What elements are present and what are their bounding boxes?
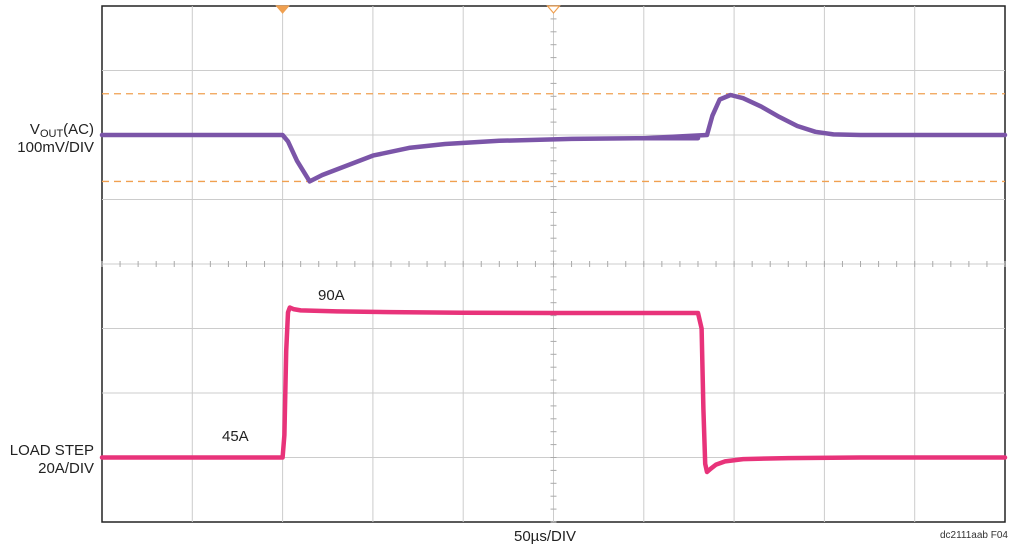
figure-id: dc2111aab F04 [939, 530, 1008, 541]
x-axis-label: 50µs/DIV [514, 528, 576, 545]
vout-channel-label: VOUT(AC) 100mV/DIV [0, 121, 94, 157]
trigger-marker [275, 5, 290, 14]
load-scale-label: 20A/DIV [38, 460, 94, 477]
vout-label-subscript: OUT [39, 128, 64, 140]
vout-scale-label: 100mV/DIV [17, 139, 94, 156]
trigger-marker [546, 5, 561, 14]
vout-trace [99, 92, 1008, 184]
vout-label-ac: (AC) [63, 121, 94, 138]
load-title-label: LOAD STEP [9, 442, 94, 459]
vout-label-v: V [29, 121, 40, 138]
load-step-trace [99, 305, 1008, 475]
annotation-90a: 90A [318, 287, 345, 304]
annotation-45a: 45A [222, 428, 249, 445]
load-channel-label: LOAD STEP 20A/DIV [0, 442, 94, 478]
